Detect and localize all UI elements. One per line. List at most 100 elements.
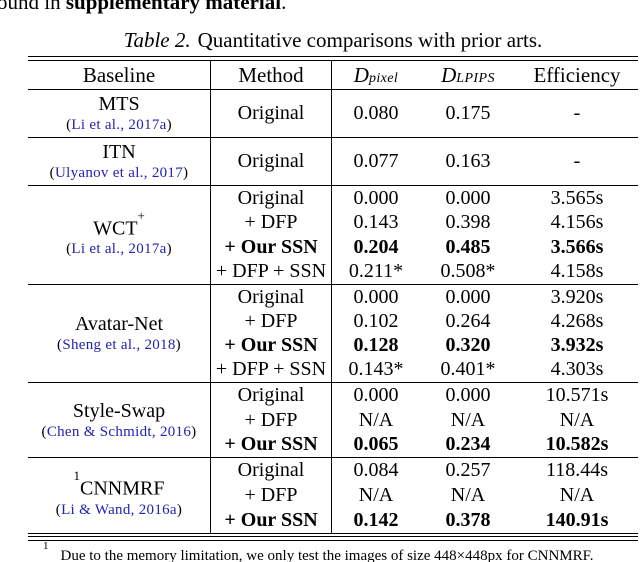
citation-link[interactable]: (Sheng et al., 2018) [57,336,181,355]
d-pixel-value: 0.077 [353,150,399,172]
d-pixel-subscript: pixel [368,71,399,86]
method-label: Original [237,459,305,481]
d-pixel-value: N/A [358,408,394,431]
d-pixel-value: 0.102 [353,309,399,332]
data-row: N/A N/A N/A [332,483,638,508]
citation-paren: ) [191,423,197,440]
clipped-paragraph-text: ound in supplementary material. [0,0,286,15]
clipped-text-suffix: . [281,0,287,14]
data-row-our-ssn: 0.204 0.485 3.566s [332,235,638,260]
data-row: 0.143 0.398 4.156s [332,211,638,236]
d-pixel-value: 0.143 [353,211,399,234]
d-lpips-value: 0.000 [445,285,491,308]
data-row-our-ssn: 0.128 0.320 3.932s [332,334,638,358]
baseline-cell: MTS (Li et al., 2017a) [28,90,210,137]
d-pixel-value: 0.000 [353,186,399,209]
d-lpips-value: 0.401* [440,358,496,381]
d-lpips-value: 0.320 [445,334,491,357]
baseline-name: ITN [102,141,136,163]
method-label: + DFP [244,408,298,431]
citation-text[interactable]: Li & Wand, 2016a [61,501,177,518]
baseline-cell: Avatar-Net (Sheng et al., 2018) [28,285,210,382]
section-itn: ITN (Ulyanov et al., 2017) Original 0.07… [28,138,638,186]
d-lpips-value: 0.257 [445,459,491,481]
method-label-our-ssn: + Our SSN [224,433,318,456]
efficiency-value: 3.565s [550,186,604,209]
clipped-text-bold: supplementary material [65,0,282,14]
data-cell: 0.000 0.000 10.571s N/A N/A N/A 0.065 0.234 10… [332,383,638,457]
header-method-label: Method [238,62,304,87]
d-pixel-value: 0.128 [353,334,399,357]
citation-link[interactable]: (Li et al., 2017a) [66,116,172,135]
d-lpips-subscript: LPIPS [456,71,495,86]
citation-text[interactable]: Ulyanov et al., 2017 [54,165,184,181]
citation-link[interactable]: (Li & Wand, 2016a) [56,501,182,520]
citation-paren: ) [175,337,181,353]
baseline-cell: Style-Swap (Chen & Schmidt, 2016) [28,383,210,457]
d-pixel-value: 0.204 [353,235,399,258]
data-row-our-ssn: 0.142 0.378 140.91s [332,508,638,533]
baseline-cell: 1CNNMRF (Li & Wand, 2016a) [28,458,210,533]
header-efficiency: Efficiency [516,63,638,88]
citation-paren: ( [49,165,55,181]
method-label-our-ssn: + Our SSN [224,509,318,531]
method-label: Original [237,383,305,406]
citation-paren: ( [57,337,63,353]
efficiency-value: 4.268s [550,309,604,332]
citation-text[interactable]: Li et al., 2017a [71,117,167,133]
superscript-plus: + [137,207,145,223]
table-caption-text: Quantitative comparisons with prior arts… [197,28,543,52]
method-label: Original [237,285,305,308]
method-label: Original [237,150,305,172]
citation-paren: ( [66,241,72,258]
citation-link[interactable]: (Ulyanov et al., 2017) [50,164,189,183]
method-cell: Original + DFP + Our SSN [210,458,332,533]
baseline-name: WCT+ [93,207,145,240]
method-label-our-ssn: + Our SSN [224,235,318,258]
citation-paren: ) [176,501,183,518]
citation-link[interactable]: (Chen & Schmidt, 2016) [42,423,197,442]
efficiency-value: 10.582s [545,433,609,456]
citation-text[interactable]: Li et al., 2017a [71,241,167,258]
table-caption: Table 2. Quantitative comparisons with pr… [28,28,638,53]
method-label: + DFP [244,309,298,332]
data-row: 0.102 0.264 4.268s [332,309,638,333]
method-cell: Original [210,90,332,137]
baseline-name: MTS [98,93,140,115]
d-lpips-value: 0.378 [445,509,491,531]
section-style-swap: Style-Swap (Chen & Schmidt, 2016) Origin… [28,383,638,458]
citation-paren: ) [166,117,172,133]
efficiency-value: 140.91s [545,509,609,531]
method-label: Original [237,186,305,209]
data-row-our-ssn: 0.065 0.234 10.582s [332,432,638,457]
data-row: 0.000 0.000 10.571s [332,383,638,408]
efficiency-value: N/A [559,484,595,506]
citation-text[interactable]: Chen & Schmidt, 2016 [46,423,192,440]
data-cell: 0.000 0.000 3.920s 0.102 0.264 4.268s 0.128 0… [332,285,638,382]
d-lpips-value: 0.264 [445,309,491,332]
method-label: + DFP + SSN [215,358,327,381]
data-row: 0.000 0.000 3.565s [332,186,638,211]
efficiency-value: 3.566s [550,235,604,258]
data-row: 0.077 0.163 - [332,138,638,185]
baseline-name: Style-Swap [72,399,166,422]
citation-link[interactable]: (Li et al., 2017a) [66,240,172,259]
method-label: + DFP [244,211,298,234]
d-lpips-value: N/A [450,408,486,431]
citation-paren: ( [41,423,47,440]
d-pixel-value: 0.084 [353,459,399,481]
header-d-lpips: D LPIPS [420,63,516,88]
efficiency-value: 118.44s [545,459,609,481]
d-pixel-value: 0.065 [353,433,399,456]
footnote-marker: 1 [43,540,49,552]
table-footnote: 1 Due to the memory limitation, we only t… [28,540,638,562]
footnote-text: Due to the memory limitation, we only te… [60,548,594,562]
data-row: 0.084 0.257 118.44s [332,458,638,483]
d-pixel-value: 0.143* [348,358,404,381]
citation-text[interactable]: Sheng et al., 2018 [62,337,176,353]
section-mts: MTS (Li et al., 2017a) Original 0.080 0.1… [28,90,638,138]
